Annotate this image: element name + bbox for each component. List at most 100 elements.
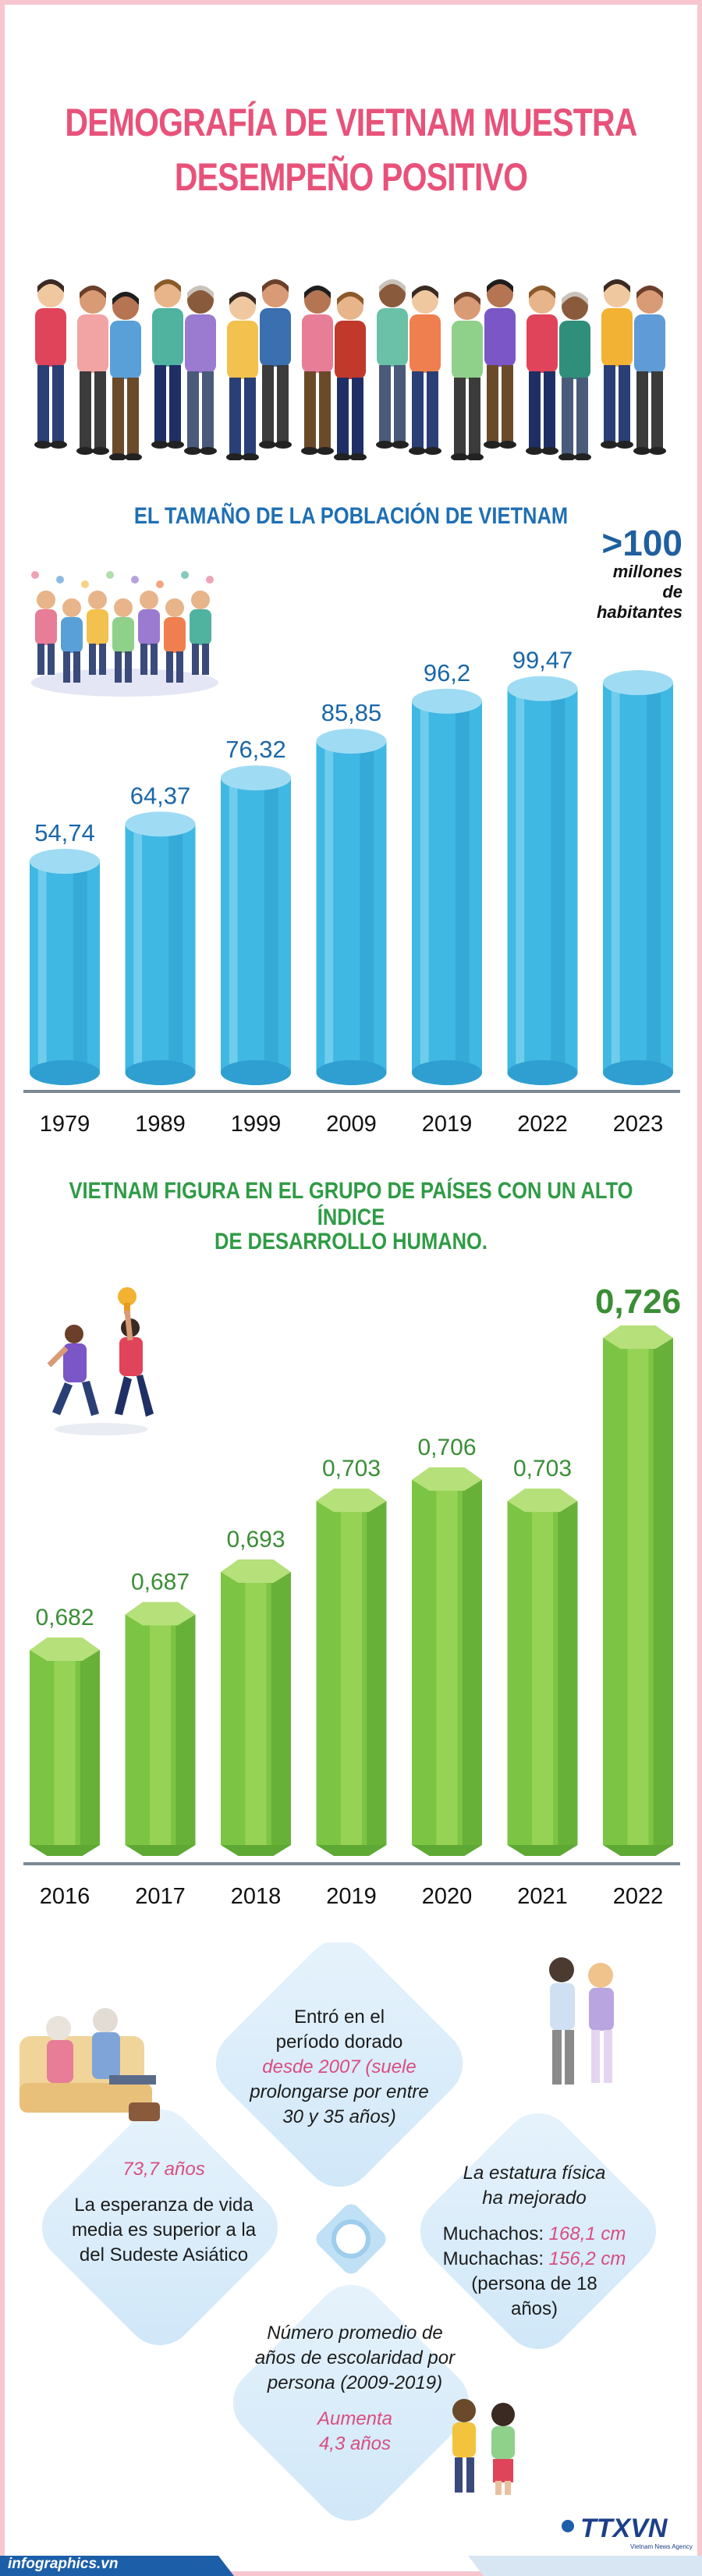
person-figure (34, 279, 67, 449)
hdi-bar (507, 1488, 578, 1856)
person-figure (601, 279, 633, 449)
hdi-section-title-line1: VIETNAM FIGURA EN EL GRUPO DE PAÍSES CON… (69, 1178, 633, 1230)
fact-stature-boys: Muchachos: 168,1 cm (425, 2222, 644, 2247)
fact-golden-hl1: desde 2007 (suele (262, 2056, 417, 2077)
person-figure (259, 279, 292, 449)
fact-golden-line1: Entró en el (293, 2007, 385, 2028)
footer-logo-sub: Vietnam News Agency (630, 2543, 693, 2550)
fact-golden-hl3: 30 y 35 años) (282, 2106, 396, 2127)
fact-life-expectancy: 73,7 años La esperanza de vida media es … (55, 2157, 273, 2268)
hdi-year-label: 2017 (135, 1884, 186, 1909)
fact-stature-note2: años) (510, 2298, 558, 2319)
person-figure (451, 292, 484, 460)
population-year-label: 2023 (613, 1112, 664, 1137)
hdi-bar-cap (125, 1602, 196, 1626)
person-figure (184, 286, 217, 455)
hdi-bar-cap (507, 1488, 578, 1513)
population-bar-cap (30, 849, 100, 875)
population-bar (221, 765, 291, 1085)
hdi-year-label: 2018 (231, 1884, 282, 1909)
hdi-value-label: 0,703 (513, 1456, 572, 1481)
hdi-year-label: 2019 (326, 1884, 377, 1909)
person-figure (526, 286, 558, 455)
population-section-title: EL TAMAÑO DE LA POBLACIÓN DE VIETNAM (133, 503, 569, 529)
population-year-label: 1989 (135, 1112, 186, 1137)
hdi-chart: 0,682 2016 0,687 2017 0,693 2018 0,703 2019 0,70… (23, 1283, 681, 1909)
footer-logo-mark-icon (562, 2520, 574, 2532)
population-bar (125, 811, 196, 1085)
kid-figure (87, 591, 108, 675)
hdi-bar (30, 1637, 100, 1856)
young-couple-illustration (549, 1957, 614, 2085)
kid-figure (190, 591, 211, 675)
fact-stature-girls-value: 156,2 cm (548, 2248, 626, 2269)
fact-school-line1: Número promedio de (267, 2322, 443, 2344)
person-figure (334, 292, 367, 460)
hdi-bar (125, 1602, 196, 1856)
fact-stature-line2: ha mejorado (482, 2187, 587, 2209)
kid-figure (35, 591, 57, 675)
person-figure (409, 286, 441, 455)
population-year-label: 1999 (231, 1112, 282, 1137)
hdi-value-label: 0,706 (417, 1435, 476, 1460)
hdi-bar (412, 1467, 482, 1856)
population-bar-cap (603, 670, 673, 696)
population-bar (603, 670, 673, 1085)
person-figure (226, 292, 259, 460)
fact-life-line2: media es superior a la (71, 2219, 257, 2241)
population-year-label: 2022 (517, 1112, 568, 1137)
fact-golden-period: Entró en el período dorado desde 2007 (s… (234, 2005, 445, 2130)
kid-figure (112, 598, 134, 683)
hdi-axis (23, 1862, 680, 1865)
hdi-year-label: 2020 (422, 1884, 473, 1909)
hdi-section-title-line2: DE DESARROLLO HUMANO. (214, 1229, 488, 1254)
kid-figure (164, 598, 186, 683)
population-bar (507, 676, 578, 1085)
population-value-label: 96,2 (424, 659, 470, 687)
hdi-bar-cap (316, 1488, 387, 1513)
population-chart: 54,74 1979 64,37 1989 76,32 1999 85,85 2009 96,2… (23, 647, 680, 1137)
person-figure (376, 279, 409, 449)
population-bar-cap (125, 811, 196, 837)
diamond-left (41, 2109, 278, 2346)
page-title-line1: DEMOGRAFÍA DE VIETNAM MUESTRA (65, 101, 637, 144)
population-callout: >100 millones de habitantes (573, 524, 682, 623)
person-figure (76, 286, 109, 455)
footer-logo-text: TTXVN (580, 2514, 668, 2543)
person-figure (151, 279, 184, 449)
page-title-line2: DESEMPEÑO POSITIVO (174, 155, 528, 199)
person-figure (633, 286, 666, 455)
population-callout-value: >100 (601, 523, 682, 563)
hdi-bar (221, 1559, 291, 1856)
fact-life-line1: La esperanza de vida (74, 2195, 254, 2216)
fact-school-line3: persona (2009-2019) (267, 2372, 443, 2393)
hdi-value-label: 0,693 (226, 1527, 285, 1552)
population-value-label: 85,85 (321, 699, 382, 726)
population-value-label: 99,47 (512, 647, 573, 674)
hdi-bar-cap (30, 1637, 100, 1661)
person-figure (109, 292, 142, 460)
hdi-bar (603, 1325, 673, 1856)
hdi-value-label: 0,726 (595, 1283, 681, 1321)
facts-diagram (20, 1943, 657, 2521)
hdi-bar (316, 1488, 387, 1856)
footer-logo: TTXVN Vietnam News Agency (562, 2514, 694, 2553)
crowd-illustration (34, 279, 666, 460)
fact-school-hl2: 4,3 años (318, 2433, 392, 2454)
population-year-label: 2019 (422, 1112, 473, 1137)
fact-golden-line2: período dorado (275, 2031, 403, 2053)
population-bar-cap (412, 688, 482, 714)
population-bar-cap (507, 676, 578, 701)
footer-bar (0, 2556, 702, 2576)
fact-stature-girls-label: Muchachas: (442, 2248, 549, 2269)
population-bar (316, 729, 387, 1085)
students-illustration (452, 2399, 515, 2495)
hdi-year-label: 2021 (517, 1884, 568, 1909)
hdi-value-label: 0,682 (35, 1605, 94, 1630)
fact-stature: La estatura física ha mejorado Muchachos… (425, 2161, 644, 2322)
footer-site[interactable]: infographics.vn (8, 2556, 119, 2572)
population-axis (23, 1090, 680, 1093)
hdi-value-label: 0,687 (131, 1570, 190, 1595)
population-callout-unit-1: millones (612, 562, 682, 581)
